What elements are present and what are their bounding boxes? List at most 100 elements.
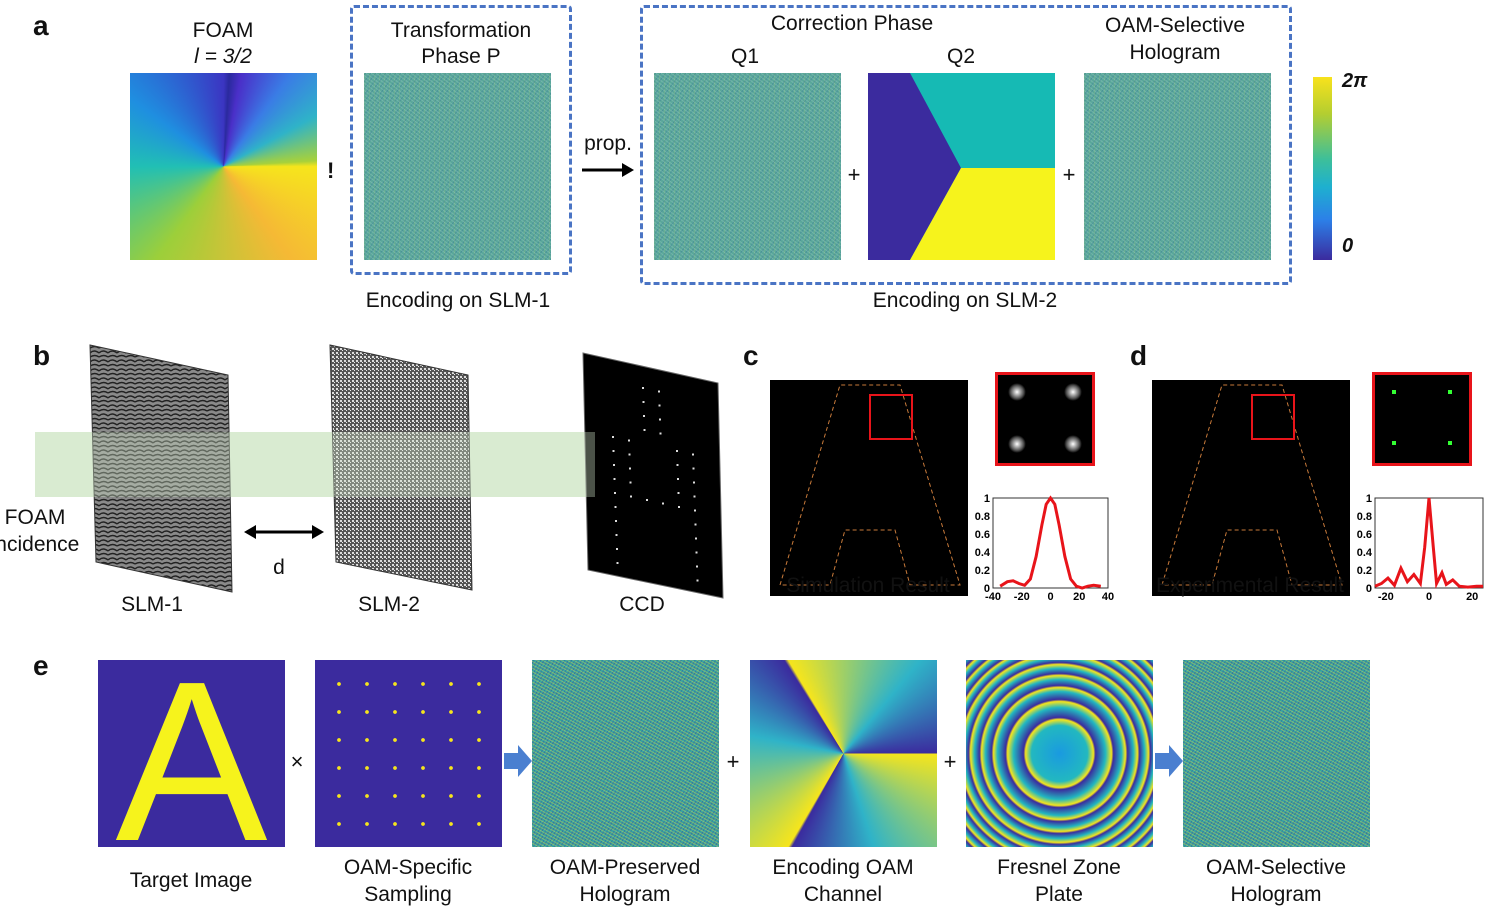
simulation-result-image — [770, 380, 968, 596]
ccd-spot — [693, 495, 696, 498]
plus-2: + — [1062, 162, 1076, 187]
y-tick-label: 0.2 — [1357, 565, 1372, 577]
x-tick-label: 0 — [1426, 591, 1432, 603]
y-tick-label: 0.2 — [975, 565, 990, 577]
ccd-spot — [678, 506, 680, 508]
ccd-spot — [646, 499, 648, 501]
q1-label: Q1 — [730, 45, 760, 68]
simulation-profile-plot: 10.80.60.40.20-40 -20 0 20 40 — [975, 493, 1114, 603]
prop-arrow-icon — [582, 163, 634, 177]
plus-1: + — [847, 162, 861, 187]
foam-title: FOAM — [192, 19, 254, 42]
ccd-spot — [629, 481, 632, 484]
y-tick-label: 0.6 — [975, 529, 990, 541]
y-tick-label: 0 — [984, 583, 990, 595]
ccd-label: CCD — [619, 593, 665, 616]
panel-e-caption: Encoding OAM Channel — [772, 856, 914, 906]
plus-operator: + — [726, 749, 740, 774]
colorbar — [1313, 77, 1332, 260]
experimental-result-image — [1152, 380, 1350, 596]
ccd-spot — [693, 481, 695, 484]
ccd-spot — [696, 579, 699, 582]
ccd-spot — [643, 415, 645, 417]
oam-preserved-hologram-image — [532, 660, 719, 847]
colorbar-min: 0 — [1342, 235, 1354, 257]
plus-operator-2: + — [943, 749, 957, 774]
ccd-spot — [616, 562, 619, 564]
experimental-profile-plot: 1 0.8 0.6 0.4 0.2 0 -20 0 20 — [1357, 493, 1484, 603]
profile-curve — [999, 495, 1101, 590]
ccd-spot — [696, 565, 698, 568]
foam-phase-image — [130, 73, 317, 260]
hologram-title-2: Hologram — [1129, 41, 1221, 64]
ccd-spot — [629, 467, 631, 470]
simulation-caption: Simulation Result — [786, 574, 950, 597]
y-tick-label: 1 — [1366, 493, 1372, 505]
ccd-spot — [614, 506, 617, 508]
transformation-title-2: Phase P — [421, 45, 501, 68]
y-tick-label: 0.8 — [975, 511, 990, 523]
panel-e-caption: Fresnel Zone Plate — [997, 856, 1121, 906]
panel-e-caption: Target Image — [129, 869, 253, 892]
oam-selective-hologram-e-image — [1183, 660, 1370, 847]
incidence-label: FOAM — [4, 506, 66, 529]
times-operator: × — [290, 749, 304, 774]
oam-sampling-image — [315, 660, 502, 847]
colorbar-max: 2π — [1342, 70, 1368, 92]
slm1-label: SLM-1 — [121, 593, 183, 616]
ccd-spot — [677, 478, 679, 480]
ccd-spot — [614, 492, 616, 494]
x-tick-label: -20 — [1014, 591, 1030, 603]
x-tick-label: -40 — [985, 591, 1001, 603]
transformation-phase-image — [364, 73, 551, 260]
ccd-spot — [676, 450, 678, 452]
ccd-spot — [694, 509, 696, 512]
panel-e-caption: OAM-Preserved Hologram — [549, 856, 701, 906]
ccd-spot — [695, 551, 698, 554]
y-tick-label: 0.8 — [1357, 511, 1372, 523]
slm2-label: SLM-2 — [358, 593, 420, 616]
slm1-encoding-box — [350, 5, 572, 275]
setup-diagram — [35, 344, 724, 599]
slm1-panel — [89, 344, 233, 593]
y-tick-label: 0.4 — [1357, 547, 1373, 559]
ccd-spot — [615, 520, 617, 522]
encoding-slm2-label: Encoding on SLM-2 — [872, 289, 1058, 312]
ccd-spot — [628, 439, 630, 442]
panel-e-caption: OAM-Selective Hologram — [1205, 856, 1347, 906]
ccd-spot — [677, 492, 680, 494]
arrow-right-icon — [504, 745, 532, 777]
ccd-spot — [643, 429, 646, 431]
panel-c-label: c — [743, 340, 759, 371]
ccd-spot — [692, 453, 694, 456]
profile-curve — [1374, 497, 1483, 589]
oam-selective-hologram-image — [1084, 73, 1271, 260]
ccd-spot — [616, 548, 618, 550]
q2-image — [868, 73, 1055, 260]
ccd-spot — [642, 387, 644, 389]
arrow-right-icon-2 — [1155, 745, 1183, 777]
simulation-zoom-inset — [995, 372, 1095, 466]
ccd-spot — [662, 502, 664, 505]
fresnel-zone-plate-image — [966, 660, 1153, 847]
q1-image — [654, 73, 841, 260]
transformation-title: Transformation — [390, 19, 532, 42]
slm2-encoding-box — [640, 5, 1292, 285]
ccd-spot — [676, 464, 679, 466]
x-tick-label: 0 — [1047, 591, 1053, 603]
ccd-spot — [615, 534, 618, 536]
y-tick-label: 0.4 — [975, 547, 991, 559]
ccd-spot — [628, 453, 631, 456]
ccd-spot — [630, 495, 632, 498]
encoding-slm1-label: Encoding on SLM-1 — [365, 289, 551, 312]
slm2-panel — [329, 344, 473, 591]
panel-d-label: d — [1130, 340, 1148, 371]
ccd-spot — [613, 478, 616, 480]
ccd-spot — [659, 418, 661, 421]
distance-label: d — [273, 556, 285, 579]
correction-title: Correction Phase — [770, 12, 934, 35]
target-image: A — [98, 660, 285, 847]
x-tick-label: 20 — [1466, 591, 1478, 603]
foam-l: l = 3/2 — [194, 45, 252, 68]
ccd-spot — [612, 436, 614, 438]
